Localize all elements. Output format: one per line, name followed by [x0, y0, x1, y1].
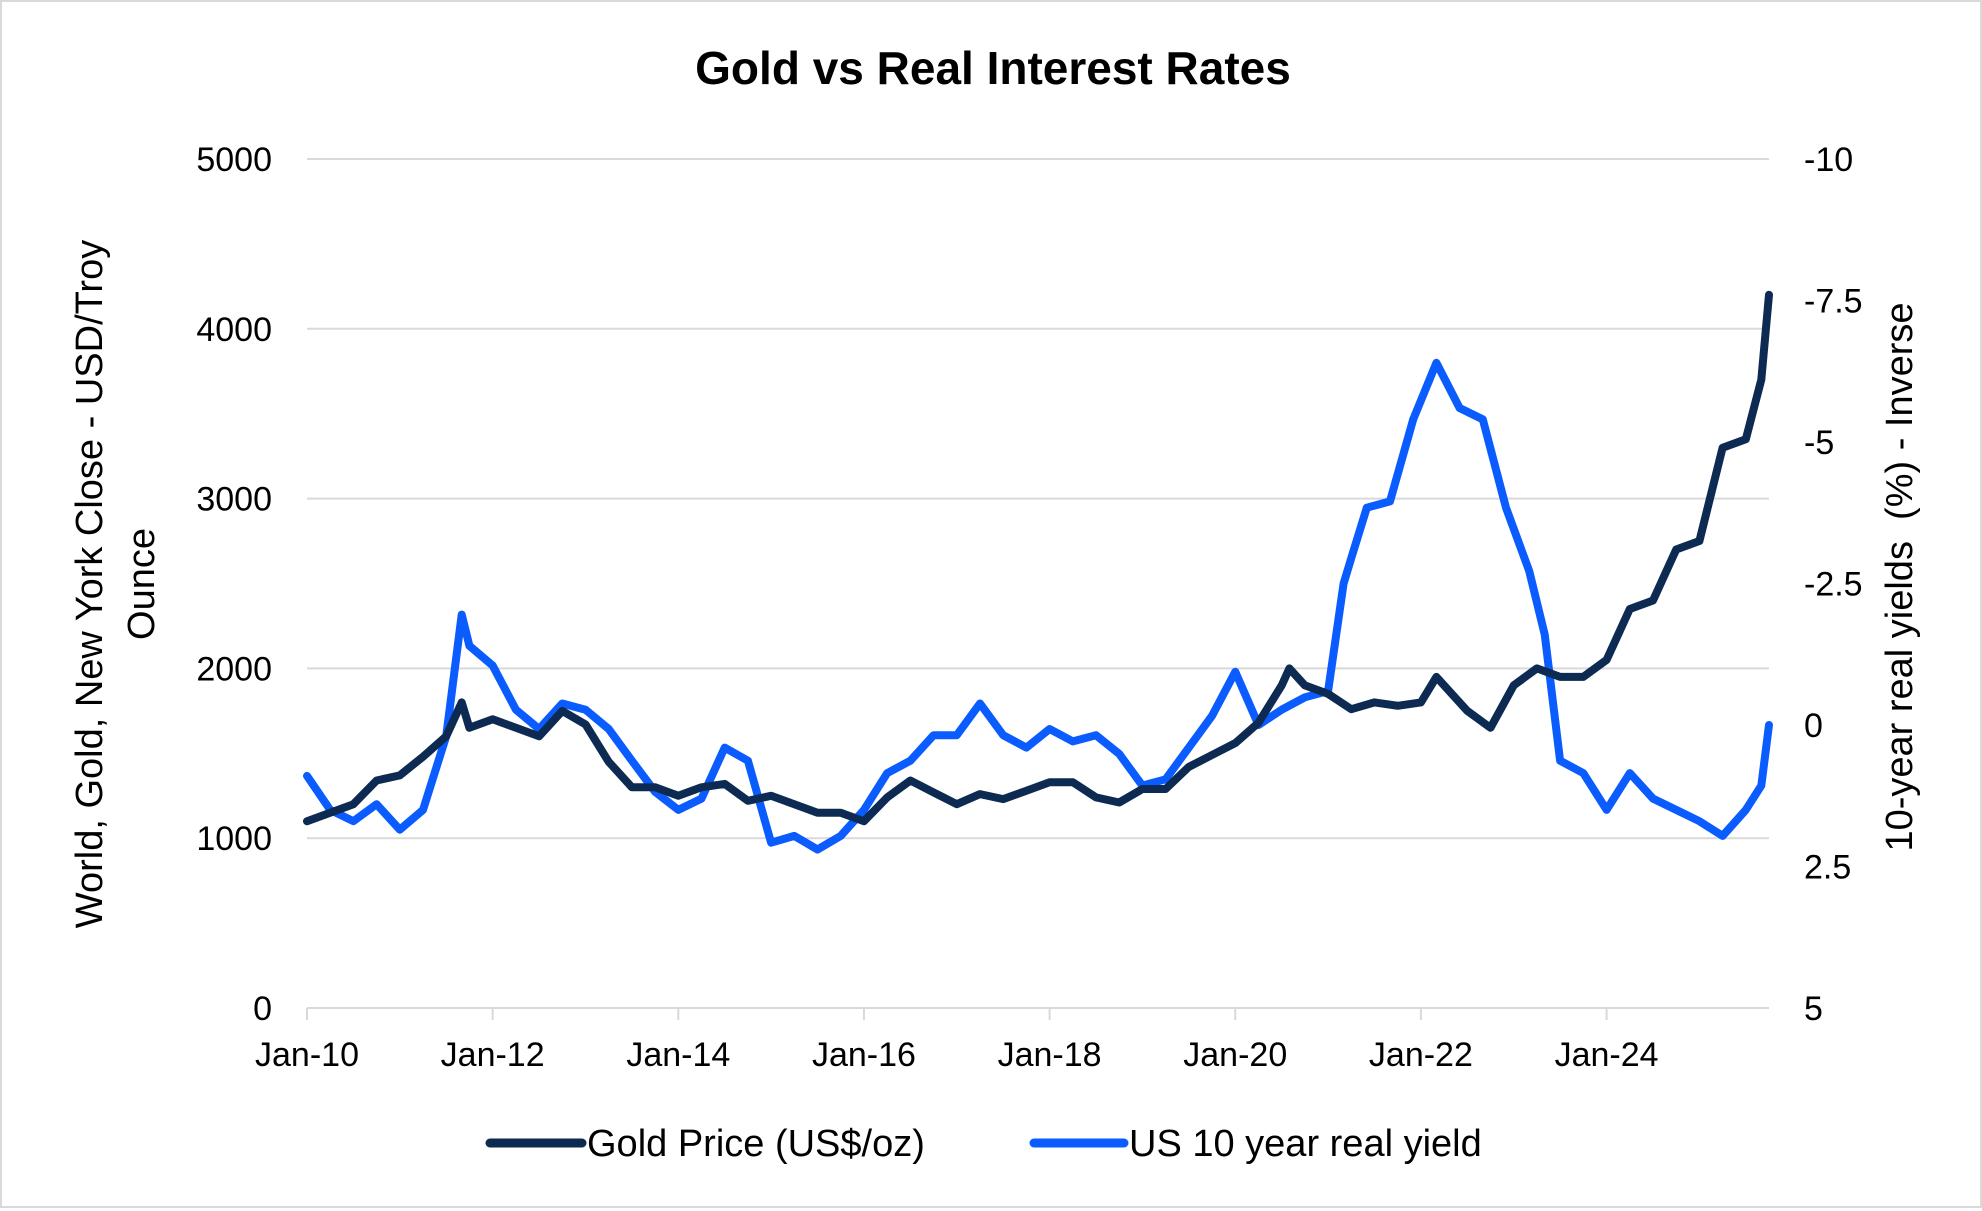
- x-tick-label: Jan-18: [998, 1036, 1102, 1074]
- left-tick-label: 3000: [196, 481, 272, 519]
- left-axis-label-line1: World, Gold, New York Close - USD/Troy: [69, 240, 111, 928]
- left-tick-label: 4000: [196, 311, 272, 349]
- x-tick-label: Jan-24: [1555, 1036, 1659, 1074]
- x-tick-label: Jan-10: [255, 1036, 359, 1074]
- legend-label-yield: US 10 year real yield: [1129, 1123, 1482, 1165]
- right-tick-label: -5: [1804, 424, 1834, 462]
- left-tick-label: 5000: [196, 141, 272, 179]
- right-tick-label: 2.5: [1804, 849, 1851, 887]
- plot-area: [303, 290, 1773, 854]
- left-axis-label-line2: Ounce: [121, 528, 163, 640]
- x-tick-label: Jan-20: [1183, 1036, 1287, 1074]
- left-tick-label: 1000: [196, 820, 272, 858]
- x-tick-label: Jan-16: [812, 1036, 916, 1074]
- right-tick-label: -7.5: [1804, 283, 1863, 321]
- right-axis-ticks: -10 -7.5 -5 -2.5 0 2.5 5: [1804, 141, 1863, 1028]
- left-tick-label: 0: [253, 990, 272, 1028]
- left-tick-label: 2000: [196, 650, 272, 688]
- legend-label-gold: Gold Price (US$/oz): [587, 1123, 925, 1165]
- right-tick-label: 5: [1804, 990, 1823, 1028]
- chart-title: Gold vs Real Interest Rates: [695, 42, 1291, 94]
- gridlines: [307, 158, 1769, 840]
- gold-price-line: [303, 290, 1773, 826]
- right-tick-label: 0: [1804, 707, 1823, 745]
- x-tick-label: Jan-14: [626, 1036, 730, 1074]
- real-yield-line: [303, 358, 1773, 854]
- right-tick-label: -10: [1804, 141, 1853, 179]
- right-tick-label: -2.5: [1804, 566, 1863, 604]
- legend: Gold Price (US$/oz) US 10 year real yiel…: [485, 1123, 1482, 1165]
- x-axis: Jan-10 Jan-12 Jan-14 Jan-16 Jan-18 Jan-20 Jan-…: [255, 1007, 1769, 1074]
- right-axis-label: 10-year real yields (%) - Inverse: [1879, 302, 1921, 851]
- x-tick-label: Jan-12: [441, 1036, 545, 1074]
- x-tick-label: Jan-22: [1369, 1036, 1473, 1074]
- left-axis-ticks: 0 1000 2000 3000 4000 5000: [196, 141, 272, 1028]
